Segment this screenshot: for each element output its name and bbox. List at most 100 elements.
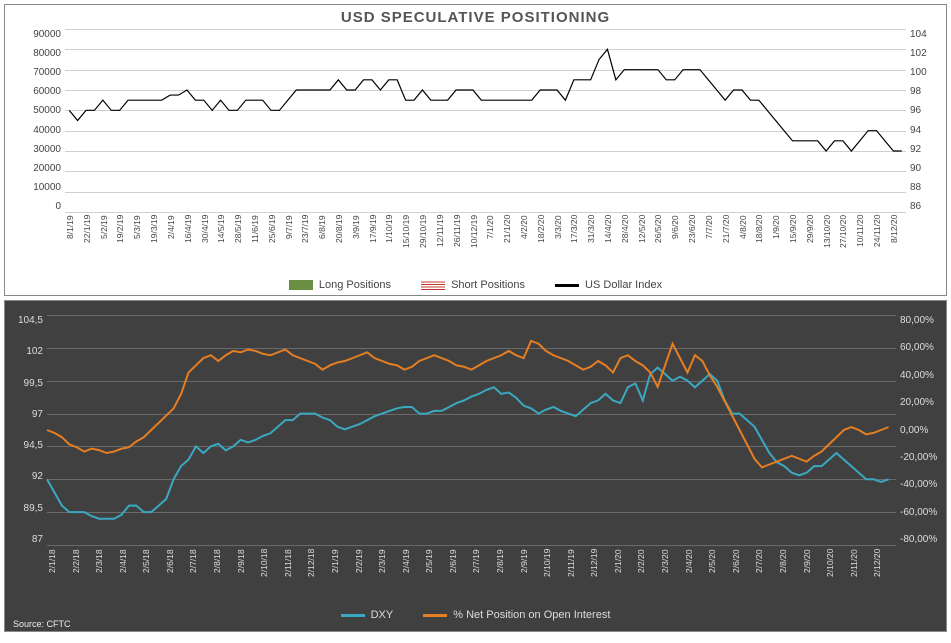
x-tick: 2/1/19 — [330, 549, 354, 601]
x-tick: 19/3/19 — [149, 215, 166, 269]
x-tick: 28/4/20 — [620, 215, 637, 269]
x-tick: 2/12/20 — [872, 549, 896, 601]
x-tick: 18/2/20 — [536, 215, 553, 269]
x-tick: 1/10/19 — [384, 215, 401, 269]
x-tick: 16/4/19 — [183, 215, 200, 269]
legend-dxy-label: DXY — [371, 609, 394, 621]
x-tick: 2/5/20 — [707, 549, 731, 601]
x-tick: 2/6/19 — [448, 549, 472, 601]
x-tick: 2/9/20 — [802, 549, 826, 601]
top-dxy-line — [65, 29, 906, 212]
x-tick: 14/4/20 — [603, 215, 620, 269]
x-tick: 10/12/19 — [469, 215, 486, 269]
x-tick: 2/7/19 — [471, 549, 495, 601]
x-tick: 2/4/18 — [118, 549, 142, 601]
x-tick: 20/8/19 — [334, 215, 351, 269]
bottom-left-axis: 104,510299,59794,59289,587 — [9, 315, 43, 545]
x-tick: 2/2/19 — [354, 549, 378, 601]
legend-net-label: % Net Position on Open Interest — [453, 609, 610, 621]
x-tick: 30/4/19 — [200, 215, 217, 269]
x-tick: 8/12/20 — [889, 215, 906, 269]
top-x-axis: 8/1/1922/1/195/2/1919/2/195/3/1919/3/192… — [65, 215, 906, 269]
x-tick: 24/11/20 — [872, 215, 889, 269]
top-chart: USD SPECULATIVE POSITIONING 900008000070… — [5, 5, 946, 295]
source-label: Source: CFTC — [13, 619, 71, 629]
x-tick: 2/12/18 — [306, 549, 330, 601]
x-tick: 21/7/20 — [721, 215, 738, 269]
legend-dxy: DXY — [341, 609, 394, 621]
x-tick: 4/2/20 — [519, 215, 536, 269]
x-tick: 2/10/19 — [542, 549, 566, 601]
x-tick: 2/6/20 — [731, 549, 755, 601]
x-tick: 2/5/18 — [141, 549, 165, 601]
x-tick: 2/4/20 — [684, 549, 708, 601]
x-tick: 2/4/19 — [166, 215, 183, 269]
x-tick: 26/11/19 — [452, 215, 469, 269]
legend-line: US Dollar Index — [555, 279, 662, 291]
x-tick: 2/11/19 — [566, 549, 590, 601]
x-tick: 2/1/20 — [613, 549, 637, 601]
x-tick: 11/6/19 — [250, 215, 267, 269]
dxy-swatch — [341, 614, 365, 617]
x-tick: 14/5/19 — [216, 215, 233, 269]
x-tick: 25/6/19 — [267, 215, 284, 269]
x-tick: 4/8/20 — [738, 215, 755, 269]
legend-net: % Net Position on Open Interest — [423, 609, 610, 621]
x-tick: 5/2/19 — [99, 215, 116, 269]
x-tick: 2/6/18 — [165, 549, 189, 601]
x-tick: 2/11/20 — [849, 549, 873, 601]
x-tick: 9/6/20 — [670, 215, 687, 269]
bottom-right-axis: 80,00%60,00%40,00%20,00%0,00%-20,00%-40,… — [900, 315, 944, 545]
x-tick: 2/10/18 — [259, 549, 283, 601]
bottom-legend: DXY % Net Position on Open Interest — [5, 609, 946, 621]
x-tick: 2/3/19 — [377, 549, 401, 601]
x-tick: 26/5/20 — [653, 215, 670, 269]
x-tick: 28/5/19 — [233, 215, 250, 269]
x-tick: 2/8/18 — [212, 549, 236, 601]
line-swatch — [555, 284, 579, 287]
x-tick: 15/10/19 — [401, 215, 418, 269]
x-tick: 2/9/19 — [519, 549, 543, 601]
x-tick: 22/1/19 — [82, 215, 99, 269]
x-tick: 31/3/20 — [586, 215, 603, 269]
bottom-plot-area: 104,510299,59794,59289,587 80,00%60,00%4… — [47, 315, 896, 545]
x-tick: 27/10/20 — [838, 215, 855, 269]
x-tick: 17/3/20 — [569, 215, 586, 269]
x-tick: 3/3/20 — [553, 215, 570, 269]
x-tick: 23/7/19 — [300, 215, 317, 269]
top-right-axis: 10410210098969492908886 — [910, 29, 944, 212]
net-swatch — [423, 614, 447, 617]
x-tick: 17/9/19 — [368, 215, 385, 269]
x-tick: 29/10/19 — [418, 215, 435, 269]
x-tick: 12/5/20 — [637, 215, 654, 269]
x-tick: 2/5/19 — [424, 549, 448, 601]
x-tick: 10/11/20 — [855, 215, 872, 269]
legend-long: Long Positions — [289, 279, 391, 291]
bottom-chart: 104,510299,59794,59289,587 80,00%60,00%4… — [5, 301, 946, 631]
x-tick: 21/1/20 — [502, 215, 519, 269]
x-tick: 9/7/19 — [284, 215, 301, 269]
legend-short-label: Short Positions — [451, 279, 525, 291]
x-tick: 2/9/18 — [236, 549, 260, 601]
x-tick: 1/9/20 — [771, 215, 788, 269]
x-tick: 2/11/18 — [283, 549, 307, 601]
x-tick: 5/3/19 — [132, 215, 149, 269]
bottom-lines — [47, 315, 896, 545]
x-tick: 2/3/20 — [660, 549, 684, 601]
x-tick: 7/1/20 — [485, 215, 502, 269]
x-tick: 29/9/20 — [805, 215, 822, 269]
top-left-axis: 9000080000700006000050000400003000020000… — [17, 29, 61, 212]
x-tick: 2/12/19 — [589, 549, 613, 601]
x-tick: 15/9/20 — [788, 215, 805, 269]
x-tick: 19/2/19 — [115, 215, 132, 269]
legend-line-label: US Dollar Index — [585, 279, 662, 291]
x-tick: 23/6/20 — [687, 215, 704, 269]
top-chart-title: USD SPECULATIVE POSITIONING — [5, 5, 946, 26]
x-tick: 12/11/19 — [435, 215, 452, 269]
top-legend: Long Positions Short Positions US Dollar… — [5, 279, 946, 291]
x-tick: 2/1/18 — [47, 549, 71, 601]
x-tick: 7/7/20 — [704, 215, 721, 269]
x-tick: 2/7/20 — [754, 549, 778, 601]
x-tick: 2/2/20 — [636, 549, 660, 601]
top-plot-area: 9000080000700006000050000400003000020000… — [65, 29, 906, 213]
